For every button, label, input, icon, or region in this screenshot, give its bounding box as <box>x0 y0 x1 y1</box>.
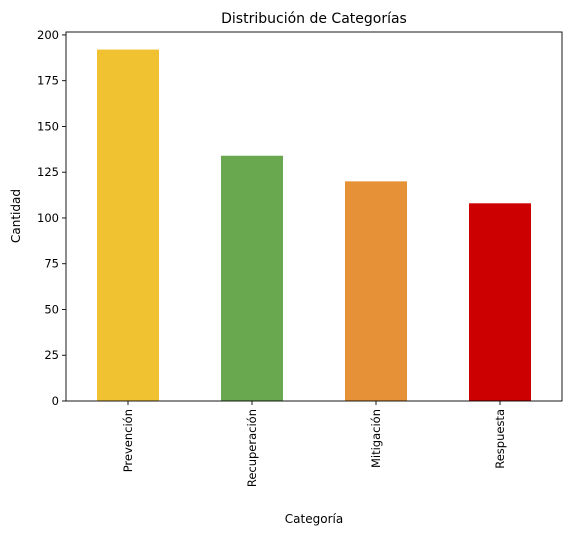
x-axis-label: Categoría <box>285 512 343 526</box>
plot-frame <box>65 31 563 402</box>
y-tick-label-8: 200 <box>37 28 59 42</box>
y-tick-label-2: 50 <box>44 302 59 316</box>
bar-2 <box>345 181 407 401</box>
y-tick-label-7: 175 <box>37 74 59 88</box>
x-tick-label-2: Mitigación <box>369 409 383 468</box>
y-axis-ticks: 0 25 50 75 100 125 150 175 200 <box>37 28 66 408</box>
bar-1 <box>221 155 283 401</box>
y-axis-label: Cantidad <box>9 189 23 243</box>
bar-0 <box>97 49 159 401</box>
bar-3 <box>469 203 531 401</box>
chart-title: Distribución de Categorías <box>221 11 407 27</box>
y-tick-label-0: 0 <box>52 394 59 408</box>
y-tick-label-1: 25 <box>44 348 59 362</box>
bars-group <box>97 49 531 401</box>
x-tick-label-0: Prevención <box>121 409 135 472</box>
x-tick-label-3: Respuesta <box>493 409 507 469</box>
x-tick-label-1: Recuperación <box>245 409 259 487</box>
y-tick-label-4: 100 <box>37 211 59 225</box>
y-tick-label-6: 150 <box>37 119 59 133</box>
x-axis-ticks: Prevención Recuperación Mitigación Respuest… <box>121 401 507 487</box>
y-tick-label-5: 125 <box>37 165 59 179</box>
y-tick-label-3: 75 <box>44 257 59 271</box>
